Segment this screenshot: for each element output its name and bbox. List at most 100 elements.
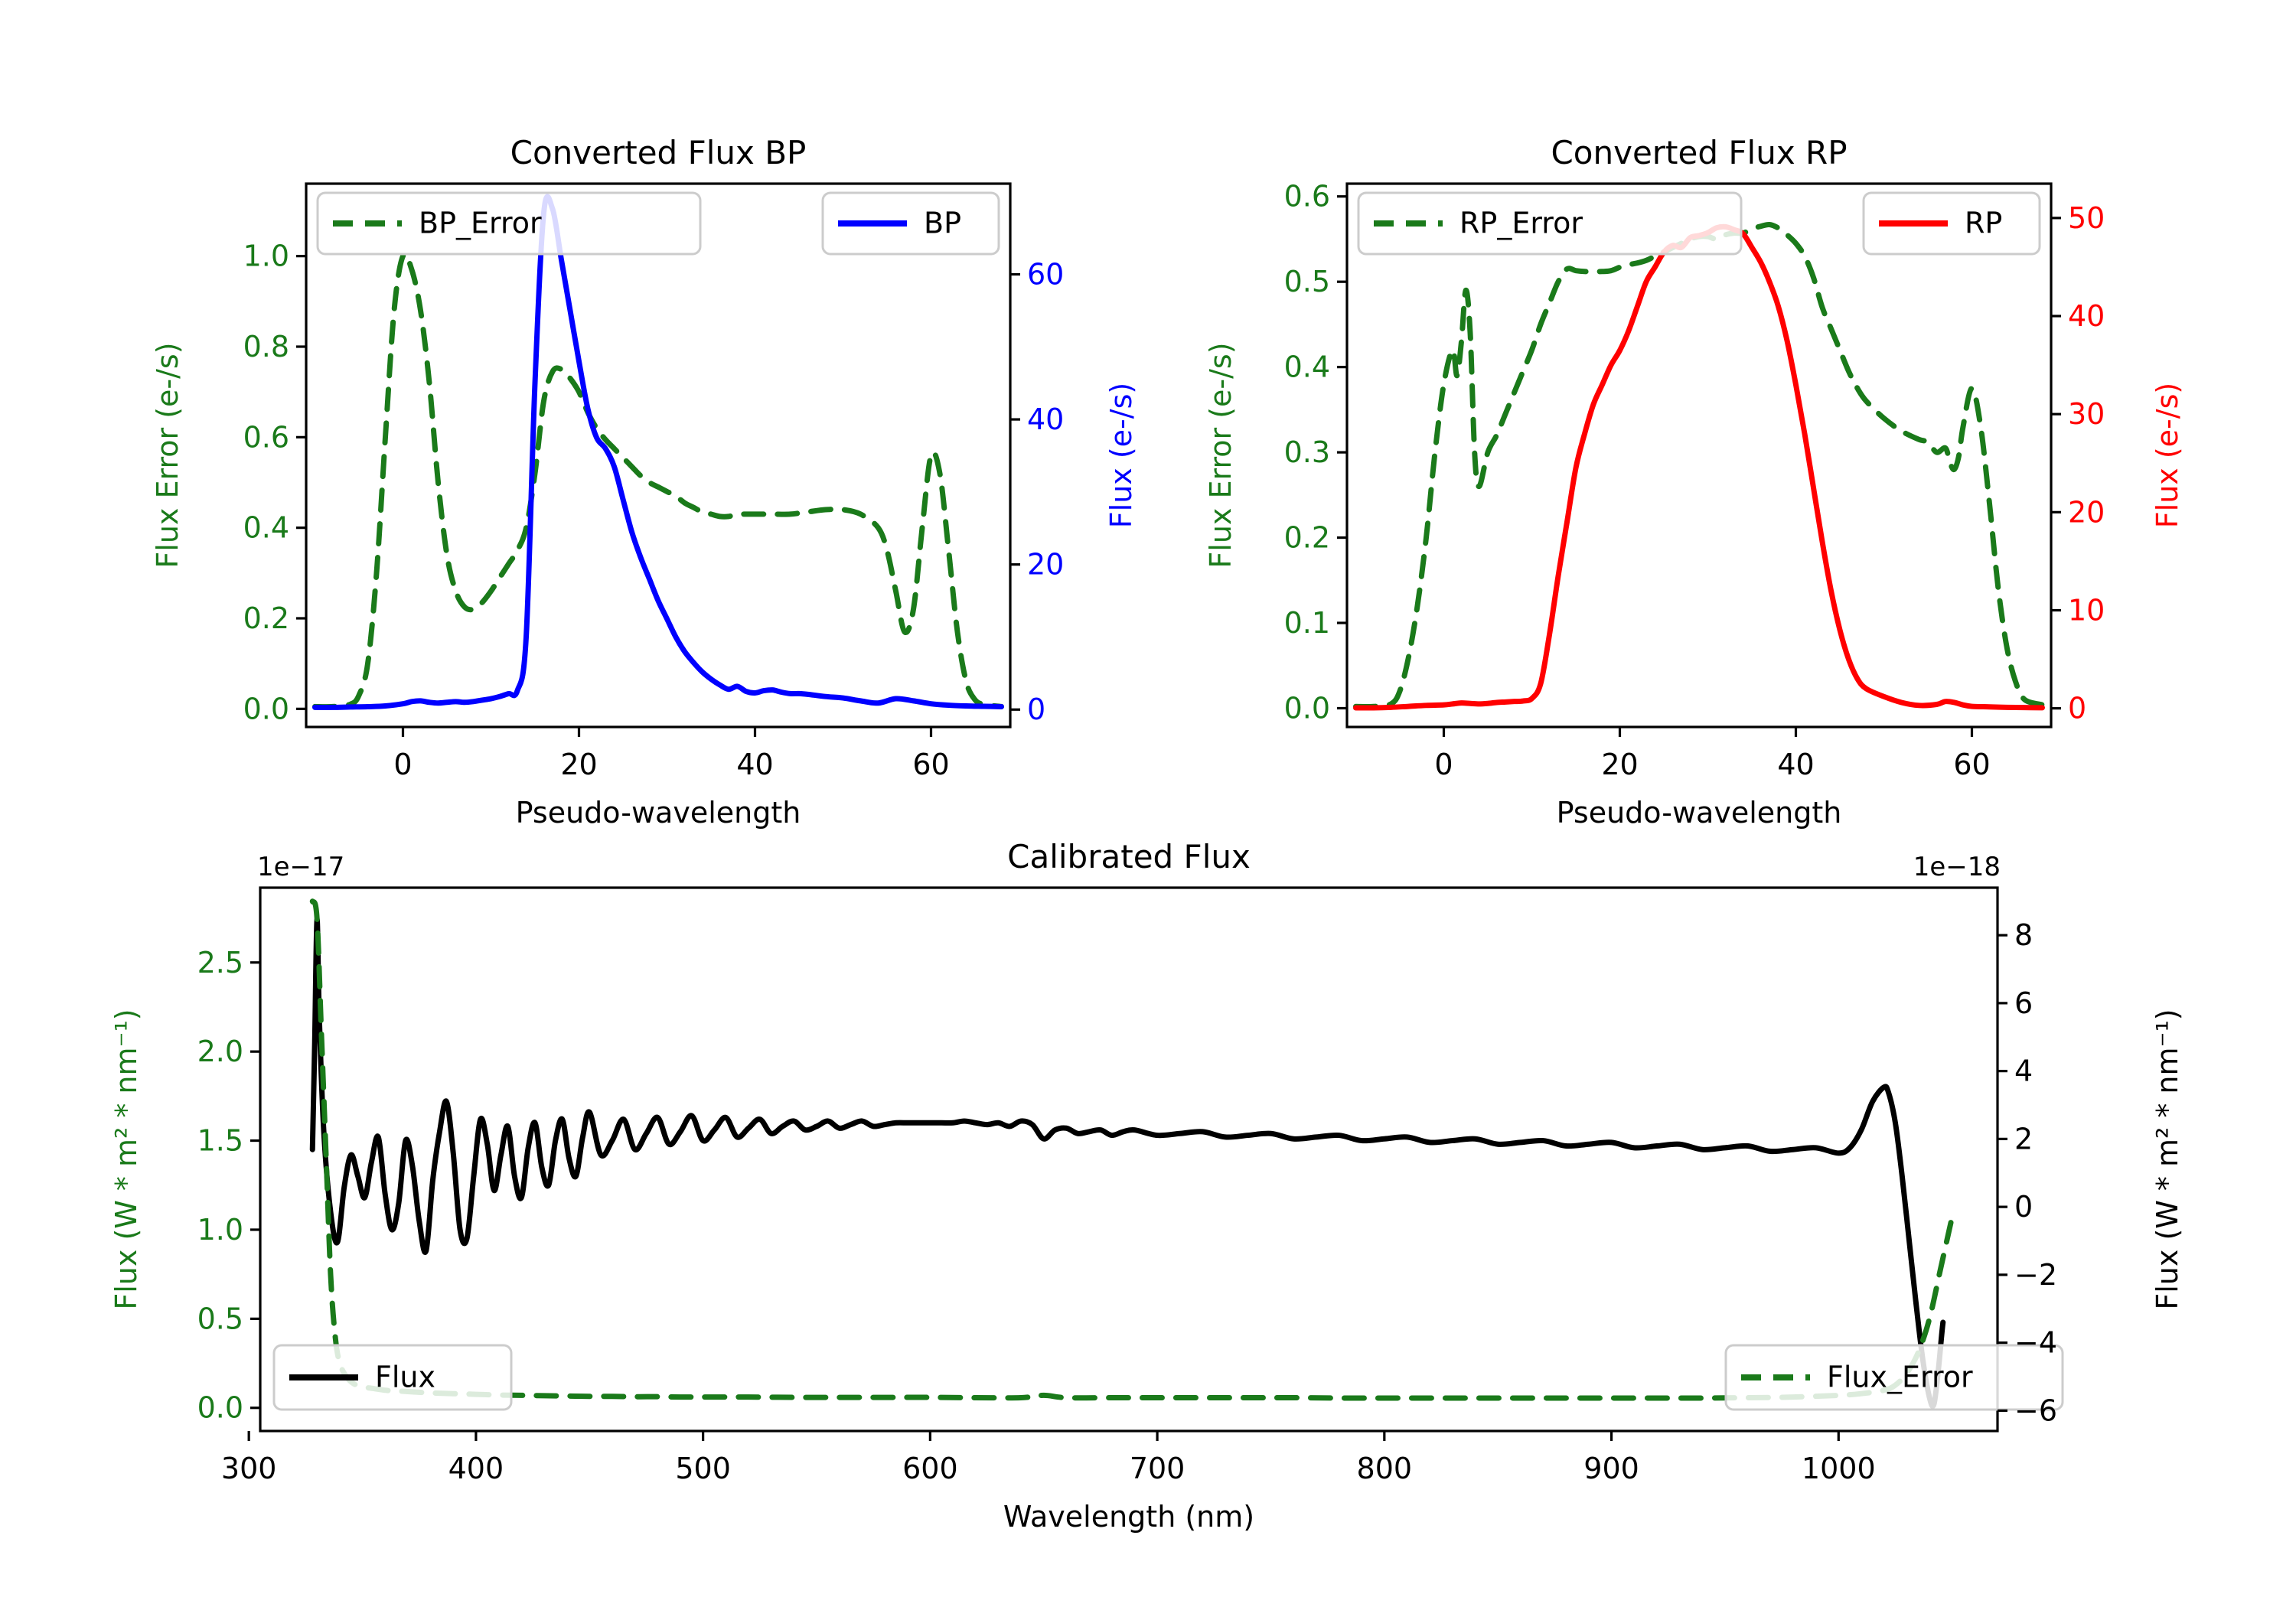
x-tick-label: 0 (393, 748, 412, 781)
x-tick-label: 1000 (1802, 1452, 1876, 1485)
y-tick-label-right: 2 (2014, 1122, 2033, 1156)
legend-frame (316, 191, 702, 256)
y-tick-label-right: 30 (2068, 397, 2105, 431)
legend-frame (821, 191, 1000, 256)
legend-frame (1862, 191, 2041, 256)
panel-calibrated: Calibrated Flux Flux Flux_Error (259, 838, 2064, 1433)
legend-frame (1724, 1344, 2064, 1411)
y-axis-left-calibrated: 0.0 0.5 1.0 1.5 2.0 2.5 Flux (W * m² * nm⁻¹) 1e… (109, 852, 344, 1425)
legend-label: BP (924, 207, 961, 240)
plot-area-bp (312, 194, 1004, 710)
y-tick-label-left: 0.1 (1284, 606, 1330, 640)
y-tick-label-left: 2.5 (197, 946, 243, 980)
series-rp (1353, 223, 2045, 711)
x-tick-label: 900 (1583, 1452, 1639, 1485)
y-tick-label-left: 0.8 (243, 330, 289, 363)
legend-rp[interactable]: RP (1862, 191, 2041, 256)
y-tick-label-left: 0.0 (197, 1391, 243, 1425)
legend-label: RP_Error (1459, 207, 1583, 240)
y-tick-label-left: 0.0 (1284, 691, 1330, 725)
y-tick-label-left: 1.5 (197, 1124, 243, 1158)
y-tick-label-right: 40 (1027, 403, 1064, 436)
y-tick-label-right: −4 (2014, 1326, 2057, 1360)
x-axis-label: Pseudo-wavelength (1557, 796, 1842, 830)
y-tick-label-left: 0.2 (1284, 521, 1330, 555)
legend-frame (272, 1344, 513, 1411)
x-tick-label: 400 (448, 1452, 504, 1485)
y-axis-right-bp: 0 20 40 60 Flux (e-/s) (1010, 257, 1138, 726)
x-tick-label: 800 (1357, 1452, 1413, 1485)
y-tick-label-left: 0.5 (197, 1302, 243, 1335)
y-axis-label-left: Flux Error (e-/s) (151, 342, 184, 568)
y-axis-label-right: Flux (e-/s) (1104, 383, 1138, 528)
plot-area-calibrated (309, 898, 1955, 1410)
y-tick-label-right: 0 (1027, 693, 1045, 726)
legend-bp[interactable]: BP (821, 191, 1000, 256)
y-tick-label-right: −6 (2014, 1393, 2057, 1427)
y-tick-label-right: 20 (1027, 548, 1064, 582)
x-axis-bp: 0 20 40 60 Pseudo-wavelength (393, 727, 950, 830)
y-tick-label-left: 0.4 (1284, 350, 1330, 384)
y-tick-label-right: 20 (2068, 495, 2105, 529)
y-axis-label-right: Flux (e-/s) (2151, 383, 2184, 528)
y-tick-label-left: 0.2 (243, 601, 289, 635)
y-tick-label-right: 60 (1027, 257, 1064, 291)
plot-area-rp (1353, 221, 2045, 711)
y-tick-label-left: 0.3 (1284, 435, 1330, 469)
y-axis-right-rp: 0 10 20 30 40 50 Flux (e-/s) (2051, 201, 2184, 725)
panel-bp: Converted Flux BP BP_Error BP (305, 134, 1012, 729)
y-tick-label-right: 40 (2068, 299, 2105, 333)
y-axis-right-calibrated: −6 −4 −2 0 2 4 6 8 Flux (W * m² * nm⁻¹) 1e−18 (1913, 852, 2184, 1427)
panel-rp: Converted Flux RP RP_Error RP (1345, 134, 2053, 729)
y-tick-label-left: 0.0 (243, 692, 289, 725)
y-tick-label-right: 50 (2068, 201, 2105, 235)
axes-frame (305, 182, 1012, 729)
legend-flux-error[interactable]: Flux_Error (1724, 1344, 2064, 1411)
y-offset-left: 1e−17 (257, 852, 344, 882)
panel-title-rp: Converted Flux RP (1551, 134, 1847, 171)
y-tick-label-left: 2.0 (197, 1035, 243, 1068)
x-tick-label: 60 (912, 748, 949, 781)
x-axis-rp: 0 20 40 60 Pseudo-wavelength (1434, 727, 1991, 830)
y-tick-label-left: 1.0 (197, 1213, 243, 1247)
x-tick-label: 300 (221, 1452, 277, 1485)
y-axis-label-left: Flux Error (e-/s) (1204, 342, 1238, 568)
y-axis-left-rp: 0.0 0.1 0.2 0.3 0.4 0.5 0.6 Flux Error (e-/s) (1204, 180, 1347, 725)
x-axis-calibrated: 300 400 500 600 700 800 900 1000 Wavelength (nm) (221, 1431, 1876, 1534)
y-tick-label-right: 6 (2014, 986, 2033, 1020)
panel-title-calibrated: Calibrated Flux (1007, 838, 1251, 875)
x-tick-label: 600 (902, 1452, 958, 1485)
y-axis-label-left: Flux (W * m² * nm⁻¹) (109, 1009, 143, 1309)
x-tick-label: 700 (1130, 1452, 1186, 1485)
y-tick-label-left: 0.4 (243, 511, 289, 545)
y-offset-right: 1e−18 (1913, 852, 2001, 882)
y-tick-label-right: 8 (2014, 918, 2033, 952)
legend-flux[interactable]: Flux (272, 1344, 513, 1411)
x-axis-label: Pseudo-wavelength (516, 796, 801, 830)
legend-bp-error[interactable]: BP_Error (316, 191, 702, 256)
panel-title-bp: Converted Flux BP (510, 134, 807, 171)
legend-label: Flux (375, 1361, 435, 1394)
series-rp_error (1353, 221, 2045, 709)
y-tick-label-left: 1.0 (243, 240, 289, 273)
y-tick-label-right: 4 (2014, 1054, 2033, 1088)
x-tick-label: 20 (1601, 748, 1638, 781)
series-bp (312, 194, 1004, 710)
legend-label: BP_Error (419, 207, 542, 240)
legend-label: RP (1965, 207, 2002, 240)
legend-frame (1357, 191, 1743, 256)
x-tick-label: 20 (560, 748, 597, 781)
y-tick-label-right: −2 (2014, 1258, 2057, 1292)
axes-frame (259, 886, 1999, 1433)
y-tick-label-right: 0 (2014, 1190, 2033, 1224)
y-tick-label-left: 0.5 (1284, 265, 1330, 298)
x-tick-label: 0 (1434, 748, 1453, 781)
y-tick-label-right: 10 (2068, 593, 2105, 627)
axes-frame (1345, 182, 2053, 729)
legend-label: Flux_Error (1827, 1361, 1973, 1394)
x-tick-label: 60 (1953, 748, 1990, 781)
legend-rp-error[interactable]: RP_Error (1357, 191, 1743, 256)
y-axis-label-right: Flux (W * m² * nm⁻¹) (2151, 1009, 2184, 1309)
y-tick-label-right: 0 (2068, 692, 2086, 725)
